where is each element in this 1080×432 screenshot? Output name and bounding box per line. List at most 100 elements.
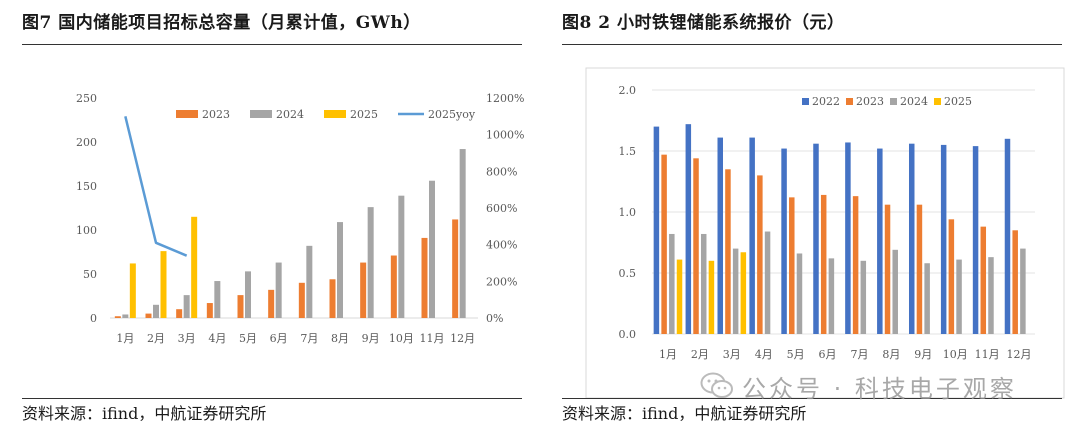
source-note: 资料来源：ifind，中航证券研究所 (562, 404, 807, 423)
y2-tick-label: 1200% (486, 92, 524, 105)
bar-2023 (693, 158, 699, 334)
bar-2024 (306, 245, 313, 318)
y2-tick-label: 1000% (486, 129, 524, 142)
bar-2024 (700, 233, 707, 334)
bar-2023 (360, 262, 367, 318)
wechat-icon (700, 372, 733, 398)
bar-2023 (757, 175, 763, 334)
y2-tick-label: 0% (486, 312, 503, 325)
bar-2025 (708, 260, 715, 334)
bar-2023 (948, 219, 955, 334)
legend-label: 2023 (856, 95, 884, 108)
bar-2025 (740, 252, 747, 334)
y-tick-label: 50 (83, 268, 97, 281)
x-tick-label: 12月 (1007, 348, 1032, 361)
bar-2025 (676, 259, 683, 334)
bar-2022 (717, 137, 723, 334)
y-tick-label: 0.5 (619, 267, 637, 280)
x-tick-label: 5月 (787, 348, 805, 361)
right-panel: 图8 2 小时铁锂储能系统报价（元） 0.0 0.5 1.0 1.5 2.0 1月 2月 3月… (540, 0, 1080, 432)
y-tick-label: 200 (76, 136, 97, 149)
legend-swatch-2024 (890, 98, 897, 105)
bar-2023 (980, 226, 987, 334)
x-tick-label: 11月 (975, 348, 1000, 361)
x-tick-label: 8月 (331, 332, 349, 345)
bar-2023 (884, 204, 891, 334)
bar-2025 (160, 251, 167, 318)
x-tick-label: 9月 (362, 332, 380, 345)
watermark-text: 公众号 · 科技电子观察 (742, 374, 1017, 403)
y-tick-label: 1.5 (619, 145, 637, 158)
bar-2022 (781, 148, 787, 334)
watermark: 公众号 · 科技电子观察 (700, 368, 1060, 404)
bar-2024 (988, 257, 994, 334)
bar-2023 (852, 196, 859, 334)
x-tick-label: 4月 (755, 348, 773, 361)
y-tick-label: 1.0 (619, 206, 637, 219)
y2-tick-label: 800% (486, 165, 517, 178)
legend-label: 2023 (202, 108, 230, 121)
bar-2023 (1012, 230, 1018, 334)
y-tick-label: 100 (76, 224, 97, 237)
bar-2023 (268, 289, 275, 318)
x-tick-label: 10月 (943, 348, 968, 361)
line-2025yoy (124, 116, 188, 257)
legend-label: 2022 (812, 95, 840, 108)
bar-2024 (669, 233, 675, 334)
y-tick-label: 0.0 (619, 328, 637, 341)
bar-2023 (452, 219, 459, 318)
bar-2022 (972, 146, 979, 334)
bar-2024 (214, 281, 221, 318)
chart-title: 图8 2 小时铁锂储能系统报价（元） (562, 13, 845, 33)
legend-label: 2024 (276, 108, 304, 121)
legend-swatch-2022 (802, 98, 809, 105)
x-tick-label: 3月 (723, 348, 741, 361)
legend-swatch-2023 (176, 110, 198, 118)
x-tick-label: 8月 (882, 348, 900, 361)
y-tick-label: 150 (76, 180, 97, 193)
bar-2023 (237, 295, 244, 318)
x-tick-label: 4月 (208, 332, 226, 345)
x-tick-label: 6月 (819, 348, 837, 361)
title-underline (22, 44, 522, 45)
y-tick-label: 0 (90, 312, 97, 325)
x-tick-label: 9月 (914, 348, 932, 361)
bar-2024 (183, 295, 190, 318)
bar-2022 (908, 143, 915, 334)
bar-2024 (828, 258, 835, 334)
bar-2025 (191, 216, 198, 318)
source-note: 资料来源：ifind，中航证券研究所 (22, 404, 267, 423)
bar-2024 (860, 260, 867, 334)
y2-tick-label: 400% (486, 239, 517, 252)
bar-2023 (206, 303, 213, 318)
x-tick-label: 6月 (270, 332, 288, 345)
source-divider (22, 398, 522, 399)
bar-2024 (732, 248, 739, 334)
bar-2023 (725, 169, 731, 334)
y-tick-label: 2.0 (619, 84, 637, 97)
bar-2024 (924, 263, 930, 334)
x-tick-label: 5月 (239, 332, 257, 345)
y2-tick-label: 200% (486, 275, 517, 288)
x-tick-label: 12月 (450, 332, 475, 345)
bar-2023 (298, 282, 305, 318)
legend-label: 2024 (900, 95, 928, 108)
bar-2023 (789, 197, 795, 334)
bar-2024 (429, 180, 435, 318)
bar-2023 (329, 279, 336, 318)
legend-swatch-2025 (324, 110, 346, 118)
bar-2022 (1004, 138, 1011, 334)
bar-2022 (845, 142, 851, 334)
bar-2024 (892, 249, 898, 334)
bar-2024 (337, 222, 343, 318)
legend-label: 2025yoy (428, 108, 476, 121)
bar-2024 (275, 262, 282, 318)
left-panel: 图7 国内储能项目招标总容量（月累计值，GWh） 0 50 100 150 200 250… (22, 13, 524, 423)
x-tick-label: 1月 (659, 348, 677, 361)
x-tick-label: 7月 (300, 332, 318, 345)
bar-2023 (661, 154, 667, 334)
bar-2024 (153, 304, 159, 318)
bar-2023 (390, 255, 397, 318)
bar-2024 (459, 149, 466, 318)
y2-tick-label: 600% (486, 202, 517, 215)
